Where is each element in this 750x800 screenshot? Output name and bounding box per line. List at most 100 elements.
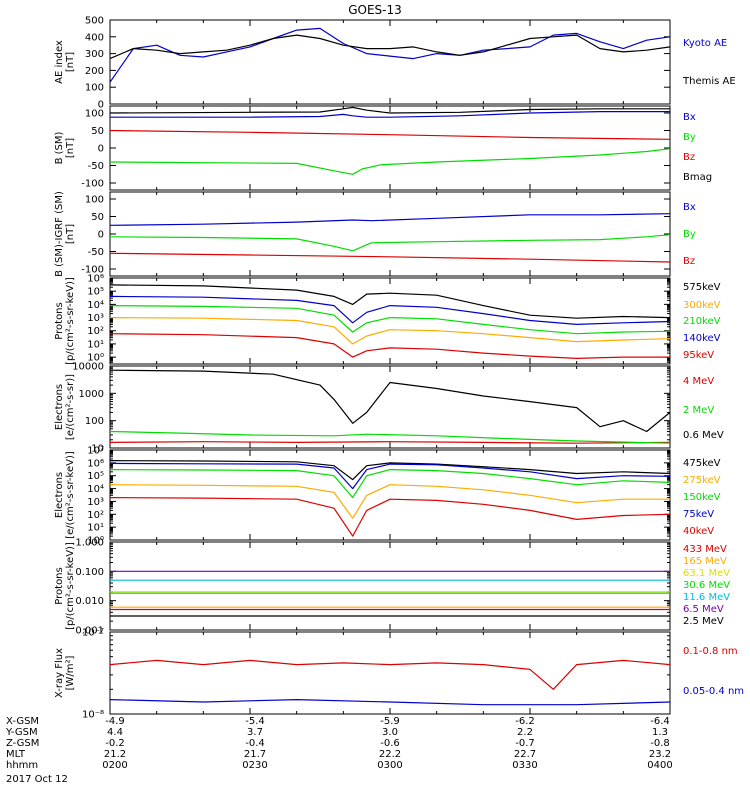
panel-frame (109, 19, 671, 105)
series-line-4-mev (109, 441, 671, 444)
legend-entry: 4 MeV (683, 376, 714, 387)
footer-value: 0230 (242, 760, 267, 771)
footer-value: -6.4 (650, 716, 670, 727)
footer-date: 2017 Oct 12 (6, 774, 68, 785)
series-line-0-1-0-8-nm (109, 659, 671, 690)
series-line-bx (109, 213, 671, 226)
y-tick-label: 10⁻⁸ (82, 710, 104, 721)
legend-entry: By (683, 229, 696, 240)
series-line-kyoto-ae (109, 27, 671, 83)
legend-entry: Bmag (683, 172, 712, 183)
legend-entry: Themis AE (682, 76, 736, 87)
footer-row-label: X-GSM (6, 716, 39, 727)
y-axis-label-line: X-ray Flux (54, 648, 65, 698)
y-tick-label: 10¹ (87, 523, 104, 534)
legend-entry: 2.5 MeV (683, 616, 724, 627)
y-tick-label: 10² (87, 510, 104, 521)
y-axis-label-line: [e/(cm²-s-sr)] (65, 374, 76, 440)
footer-value: -5.4 (245, 716, 265, 727)
series-line-by (109, 234, 671, 252)
series-line-0-05-0-4-nm (109, 698, 671, 706)
footer-value: 0200 (102, 760, 127, 771)
y-tick-label: 300 (85, 49, 104, 60)
y-tick-label: 0.010 (75, 596, 104, 607)
series-line-themis-ae (109, 34, 671, 60)
y-axis-label-line: [p/(cm²-s-sr-keV)] (65, 542, 76, 630)
footer-value: 21.2 (104, 749, 126, 760)
legend-entry: 275keV (683, 475, 721, 486)
legend-entry: 300keV (683, 300, 721, 311)
panel-frame (109, 105, 671, 191)
y-tick-label: 100 (85, 83, 104, 94)
panel-frame (109, 277, 671, 365)
footer-value: -0.2 (105, 738, 125, 749)
series-line-475kev (109, 460, 671, 481)
y-tick-label: 0 (98, 144, 104, 155)
y-axis-label-line: [e/(cm²-s-sr-keV)] (65, 451, 76, 539)
y-tick-label: 0.100 (75, 567, 104, 578)
legend-entry: Bx (683, 112, 696, 123)
y-axis-label: AE index[nT] (54, 40, 76, 84)
footer-value: -5.9 (380, 716, 400, 727)
legend-entry: 165 MeV (683, 556, 727, 567)
y-tick-label: 0.001 (75, 626, 104, 637)
legend-entry: Kyoto AE (683, 38, 727, 49)
legend-entry: 6.5 MeV (683, 604, 724, 615)
footer-value: 22.7 (514, 749, 536, 760)
y-tick-label: 100 (85, 109, 104, 120)
panel-frame (109, 365, 671, 449)
y-axis-label: Protons[p/(cm²-s-sr-keV)] (54, 542, 76, 630)
panel-7: 0.0010.0100.1001.000Protons[p/(cm²-s-sr-… (54, 538, 730, 637)
y-tick-label: 10⁰ (87, 353, 104, 364)
y-tick-label: 10³ (87, 313, 104, 324)
legend-entry: 63.1 MeV (683, 568, 730, 579)
footer-value: 0300 (377, 760, 402, 771)
y-axis-label-line: [nT] (65, 224, 76, 244)
series-line-40kev (109, 497, 671, 537)
y-tick-label: 10⁴ (87, 300, 104, 311)
legend-entry: 11.6 MeV (683, 592, 730, 603)
footer-value: -0.7 (515, 738, 535, 749)
legend-entry: 0.1-0.8 nm (683, 646, 738, 657)
legend-entry: Bx (683, 202, 696, 213)
legend-entry: 0.6 MeV (683, 430, 724, 441)
footer-row-label: MLT (6, 749, 26, 760)
panel-1: 0 100 200 300 400 500 AE index[nT] Kyoto AE Them… (54, 16, 736, 111)
footer-row-label: hhmm (6, 760, 38, 771)
y-axis-label-line: Electrons (54, 472, 65, 518)
y-tick-label: 1000 (79, 389, 104, 400)
footer-value: 0400 (647, 760, 672, 771)
y-tick-label: 10⁶ (87, 274, 104, 285)
y-tick-label: 100 (85, 195, 104, 206)
footer-value: 0330 (512, 760, 537, 771)
y-axis-label: X-ray Flux[W/m²] (54, 648, 76, 698)
y-tick-label: 10000 (72, 362, 104, 373)
y-tick-label: 10⁶ (87, 458, 104, 469)
panel-2: -100 -50 0 50 100 B (SM)[nT] Bx By Bz Bmag (54, 105, 712, 191)
y-tick-label: 200 (85, 66, 104, 77)
series-line-2-mev (109, 430, 671, 444)
y-tick-label: 10⁴ (87, 484, 104, 495)
legend-entry: By (683, 132, 696, 143)
orbit-footer: 2017 Oct 12 X-GSM -4.9 -5.4 -5.9 -6.2 -6.4 Y-G… (5, 716, 673, 785)
y-axis-label-line: B (SM)-IGRF (SM) (54, 191, 65, 277)
series-line-150kev (109, 469, 671, 499)
footer-row-label: Y-GSM (5, 727, 38, 738)
y-tick-label: 10² (87, 326, 104, 337)
footer-value: 23.2 (649, 749, 671, 760)
y-tick-label: 10¹ (87, 339, 104, 350)
series-line-0-6-mev (109, 369, 671, 433)
y-tick-label: 10⁵ (87, 471, 104, 482)
series-line-275kev (109, 484, 670, 519)
y-axis-label-line: AE index (54, 40, 65, 84)
y-tick-label: 10⁷ (87, 446, 104, 457)
y-axis-label-line: [nT] (65, 138, 76, 158)
footer-value: -0.8 (650, 738, 670, 749)
footer-value: 21.7 (244, 749, 266, 760)
legend-entry: 75keV (683, 509, 714, 520)
panel-8: 10⁻⁸ 10⁻⁷ X-ray Flux[W/m²] 0.1-0.8 nm 0.05-0… (54, 628, 744, 721)
y-tick-label: -50 (88, 247, 104, 258)
footer-value: 2.2 (517, 727, 533, 738)
